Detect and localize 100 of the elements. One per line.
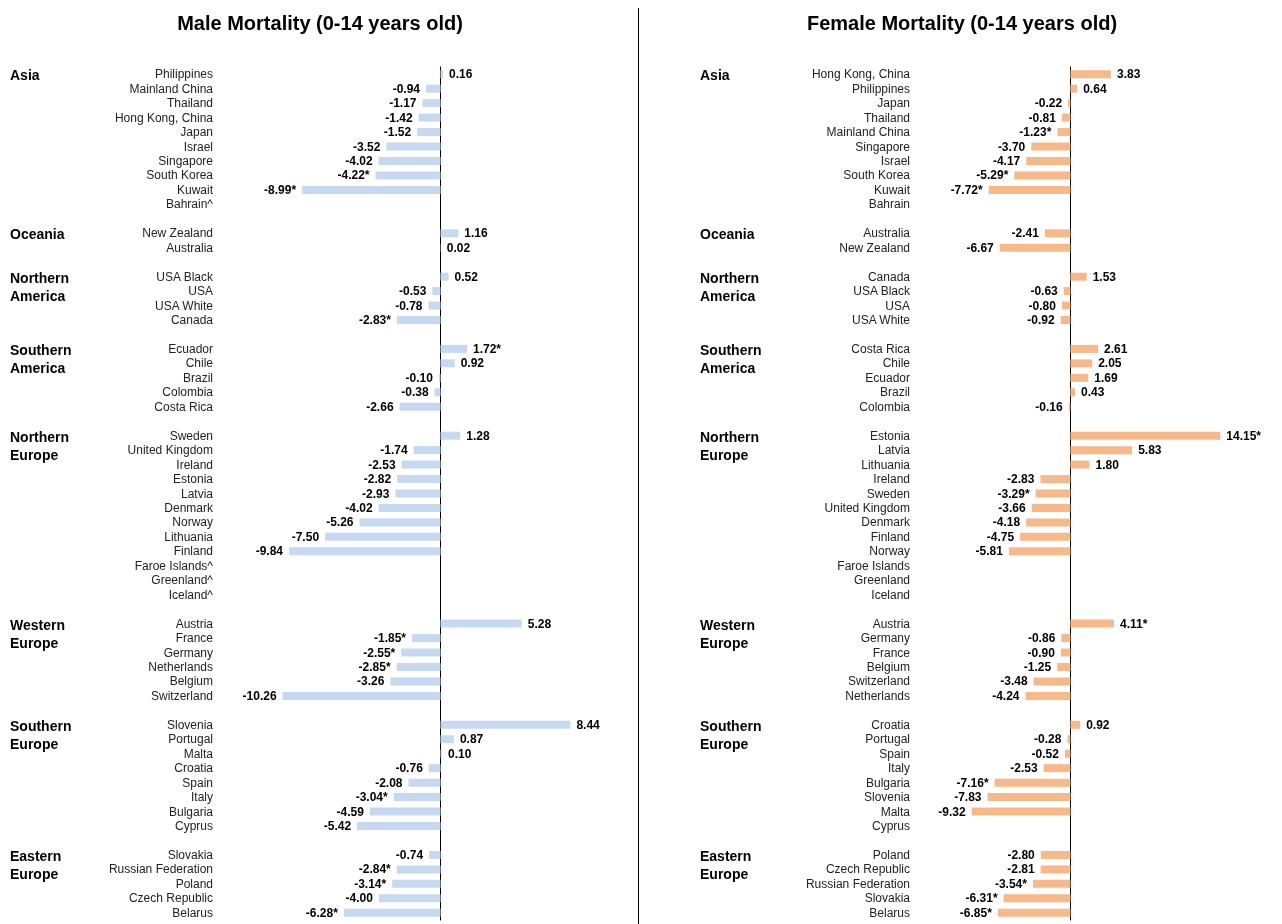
y-tick-label: New Zealand — [142, 226, 213, 241]
y-tick-label: Belarus — [172, 905, 213, 920]
y-tick-label: Belgium — [866, 659, 910, 674]
data-label: -0.16 — [1035, 399, 1064, 414]
y-tick-label: Australia — [166, 240, 214, 255]
y-tick-label: Brazil — [182, 370, 213, 385]
data-label: -0.94 — [392, 81, 421, 96]
bar — [282, 691, 441, 700]
bar — [994, 778, 1071, 787]
y-tick-label: Portugal — [168, 732, 213, 747]
bar — [1032, 879, 1071, 888]
data-label: 5.83 — [1138, 443, 1162, 458]
chart-title: Male Mortality (0-14 years old) — [177, 12, 463, 34]
y-tick-label: Colombia — [162, 385, 214, 400]
y-tick-label: Estonia — [869, 428, 911, 443]
data-label: 1.53 — [1092, 269, 1117, 284]
bar — [1060, 316, 1071, 325]
bar — [997, 908, 1071, 917]
text: Oceania — [10, 226, 65, 243]
data-label: -3.04* — [355, 790, 389, 805]
data-label: -1.25 — [1023, 659, 1052, 674]
bar — [1070, 388, 1075, 397]
bar — [396, 662, 441, 671]
bar — [1070, 720, 1081, 729]
bar — [392, 879, 441, 888]
y-tick-label: Finland — [173, 544, 213, 559]
bar — [1070, 272, 1087, 281]
data-label: -7.16* — [956, 775, 989, 790]
y-tick-label: Colombia — [859, 399, 911, 414]
data-label: -2.83* — [358, 313, 392, 328]
y-tick-label: Costa Rica — [851, 341, 911, 356]
text: Southern Europe — [700, 717, 762, 752]
data-label: -4.02 — [345, 153, 373, 168]
y-tick-label: Greenland — [853, 573, 910, 588]
y-tick-label: Mainland China — [129, 81, 214, 96]
text: Northern America — [10, 269, 70, 304]
y-tick-label: Canada — [170, 313, 214, 328]
data-label: -0.90 — [1027, 645, 1056, 660]
y-tick-label: Belgium — [169, 674, 213, 689]
bar — [378, 894, 441, 903]
y-tick-label: Czech Republic — [825, 862, 910, 877]
bar — [1033, 677, 1071, 686]
y-tick-label: Croatia — [174, 761, 214, 776]
data-label: 1.69 — [1094, 370, 1118, 385]
chart-title: Female Mortality (0-14 years old) — [806, 12, 1118, 34]
bar — [1061, 634, 1071, 643]
y-tick-label: USA — [885, 298, 910, 313]
data-label: -0.22 — [1034, 96, 1063, 111]
text: Eastern Europe — [10, 847, 62, 882]
y-tick-label: Sweden — [866, 486, 910, 501]
bar — [289, 547, 441, 556]
y-tick-label: Russian Federation — [805, 876, 910, 891]
bar — [1061, 301, 1071, 310]
data-label: -1.42 — [385, 110, 413, 125]
bar — [395, 489, 441, 498]
bar — [399, 402, 441, 411]
data-label: 0.10 — [448, 746, 472, 761]
data-label: -2.53 — [368, 457, 396, 472]
y-tick-label: France — [872, 645, 911, 660]
bar — [390, 677, 441, 686]
data-label: -4.17 — [992, 153, 1021, 168]
y-tick-label: Estonia — [172, 472, 214, 487]
y-tick-label: Bulgaria — [168, 804, 214, 819]
y-tick-label: Germany — [860, 631, 910, 646]
data-label: 0.43 — [1080, 385, 1105, 400]
data-label: -2.85* — [358, 659, 391, 674]
bar — [302, 185, 441, 194]
bar — [396, 865, 441, 874]
data-label: -10.26 — [242, 688, 277, 703]
bar — [1063, 287, 1071, 296]
data-label: -0.80 — [1028, 298, 1057, 313]
text: Western Europe — [700, 616, 755, 651]
y-tick-label: Cyprus — [871, 819, 910, 834]
y-tick-label: Ecuador — [168, 341, 213, 356]
bar — [375, 171, 441, 180]
y-tick-label: Portugal — [865, 732, 910, 747]
data-label: -9.32 — [938, 804, 967, 819]
y-tick-label: Japan — [180, 125, 213, 140]
y-tick-label: Faroe Islands — [837, 558, 910, 573]
bar — [1026, 156, 1071, 165]
data-label: -9.84 — [255, 544, 284, 559]
data-label: 0.92 — [1086, 717, 1110, 732]
data-label: -4.59 — [336, 804, 365, 819]
data-label: 0.16 — [448, 67, 473, 82]
bar — [1070, 359, 1093, 368]
bar — [440, 272, 449, 281]
bar — [999, 243, 1071, 252]
y-tick-label: Belarus — [869, 905, 910, 920]
data-label: -3.48 — [1000, 674, 1028, 689]
data-label: -1.23* — [1019, 125, 1052, 140]
data-label: -0.76 — [395, 761, 424, 776]
bar — [1070, 373, 1089, 382]
bar — [426, 84, 441, 93]
bar — [1040, 475, 1071, 484]
y-tick-label: France — [175, 631, 214, 646]
bar — [1003, 894, 1071, 903]
bar — [357, 822, 441, 831]
bar — [1070, 344, 1099, 353]
data-label: -4.24 — [992, 688, 1020, 703]
bar — [408, 778, 441, 787]
